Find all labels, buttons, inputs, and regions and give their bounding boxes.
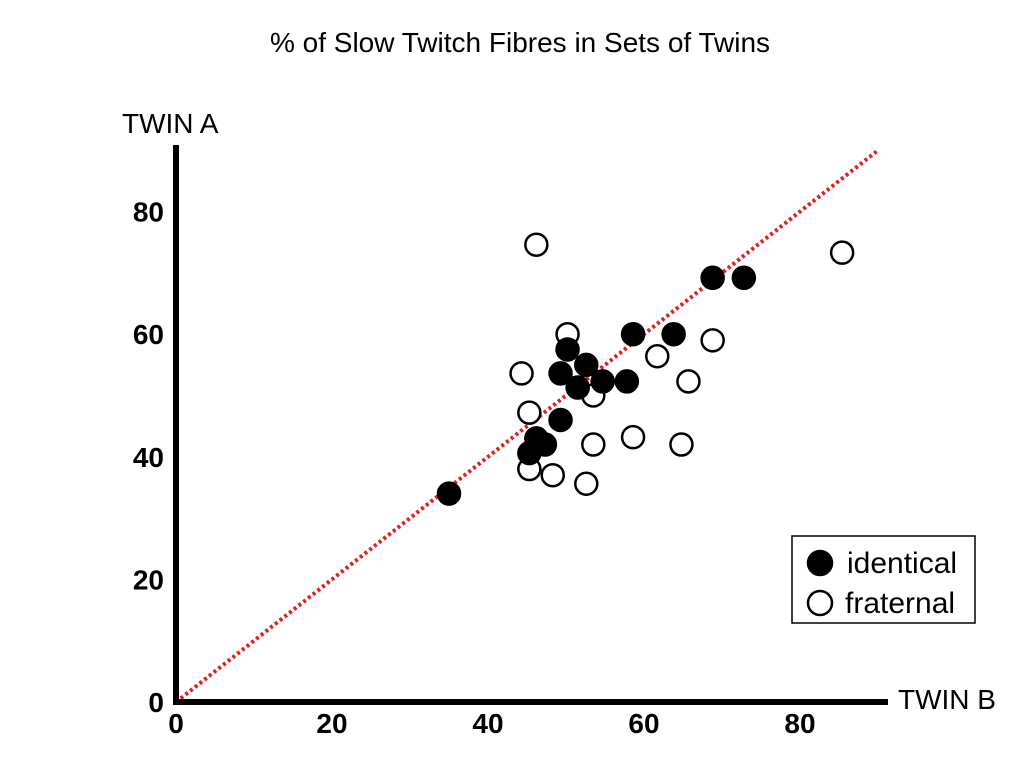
y-tick-label: 80 <box>133 197 164 228</box>
x-tick-label: 20 <box>316 708 347 739</box>
legend-marker-fraternal <box>806 589 834 617</box>
y-axis-label: TWIN A <box>122 108 219 139</box>
point-identical <box>590 369 615 394</box>
point-fraternal <box>669 432 694 457</box>
point-fraternal <box>581 432 606 457</box>
point-identical <box>548 407 573 433</box>
point-fraternal <box>509 361 534 386</box>
point-identical <box>532 432 558 457</box>
tick-labels-layer: 0 20 40 60 80 0 20 40 60 80 <box>133 197 816 739</box>
x-tick-label: 40 <box>472 708 503 739</box>
point-fraternal <box>676 369 701 394</box>
point-fraternal <box>517 400 542 425</box>
y-tick-label: 40 <box>133 442 164 473</box>
point-fraternal <box>620 424 646 450</box>
point-fraternal <box>829 240 855 265</box>
point-identical <box>548 361 573 386</box>
y-tick-label: 60 <box>133 319 164 350</box>
point-identical <box>574 352 599 378</box>
y-tick-label: 20 <box>133 564 164 595</box>
point-identical <box>436 481 462 506</box>
x-tick-label: 60 <box>628 708 659 739</box>
y-tick-label: 0 <box>148 687 164 718</box>
legend: identical fraternal <box>791 535 976 624</box>
x-tick-label: 0 <box>168 708 184 739</box>
chart-title: % of Slow Twitch Fibres in Sets of Twins <box>270 27 770 58</box>
point-fraternal <box>540 462 565 488</box>
axes-layer <box>173 145 888 705</box>
reference-line-layer <box>174 148 880 704</box>
point-identical <box>700 265 725 291</box>
legend-label-identical: identical <box>847 547 957 580</box>
point-identical <box>620 321 646 347</box>
point-fraternal <box>524 232 549 257</box>
point-fraternal <box>645 344 670 369</box>
identity-reference-line <box>174 148 880 704</box>
point-identical <box>614 369 640 394</box>
point-identical <box>731 265 757 291</box>
data-points-layer <box>436 232 855 506</box>
point-fraternal <box>700 328 725 353</box>
x-axis-label: TWIN B <box>898 684 996 715</box>
legend-marker-identical <box>806 549 834 577</box>
point-fraternal <box>574 471 599 497</box>
legend-label-fraternal: fraternal <box>845 587 955 620</box>
point-identical <box>661 321 686 347</box>
point-identical <box>555 337 580 362</box>
point-identical <box>565 375 590 400</box>
x-tick-label: 80 <box>784 708 815 739</box>
